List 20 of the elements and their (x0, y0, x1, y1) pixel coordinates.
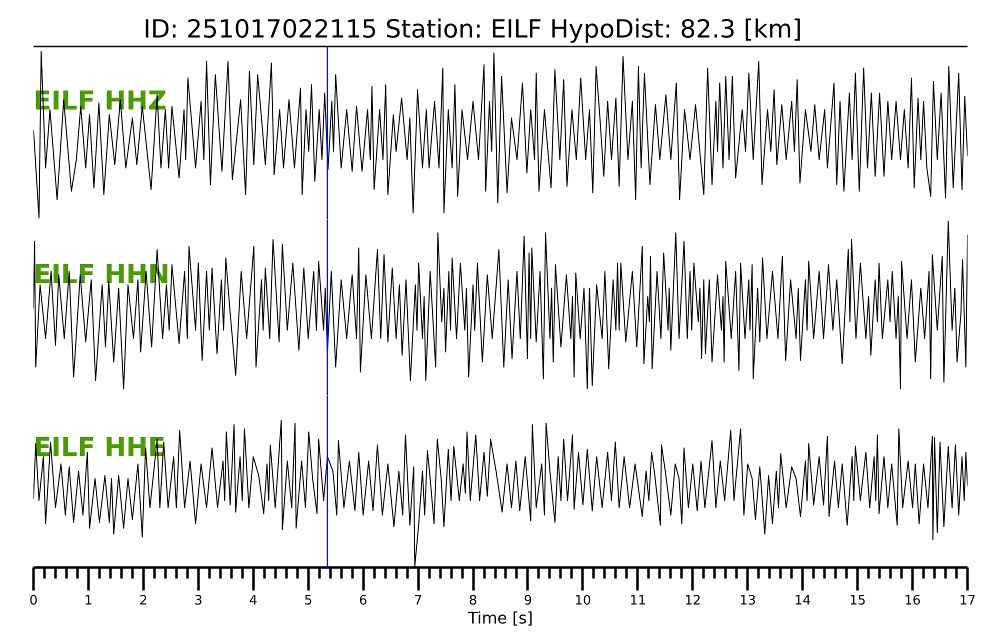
x-tick-label: 10 (574, 594, 592, 608)
x-tick-label: 6 (359, 594, 368, 608)
x-tick-label: 15 (849, 594, 866, 608)
x-tick-label: 7 (414, 594, 422, 608)
x-tick-label: 0 (29, 594, 38, 608)
x-tick-label: 8 (468, 594, 478, 608)
chart-title: ID: 251017022115 Station: EILF HypoDist: 82.3 [km] (143, 14, 802, 44)
x-tick-label: 16 (904, 594, 921, 608)
x-tick-label: 13 (739, 594, 756, 608)
x-tick-label: 17 (959, 594, 976, 608)
x-tick-label: 4 (249, 594, 258, 608)
x-tick-label: 12 (684, 594, 702, 608)
x-tick-label: 1 (84, 594, 93, 608)
x-tick-label: 2 (139, 594, 148, 608)
x-tick-label: 5 (304, 594, 312, 608)
x-tick-label: 14 (794, 594, 811, 608)
x-tick-label: 9 (524, 594, 532, 608)
x-tick-label: 3 (194, 594, 202, 608)
x-axis-title: Time [s] (466, 608, 534, 628)
x-tick-label: 11 (630, 594, 646, 608)
